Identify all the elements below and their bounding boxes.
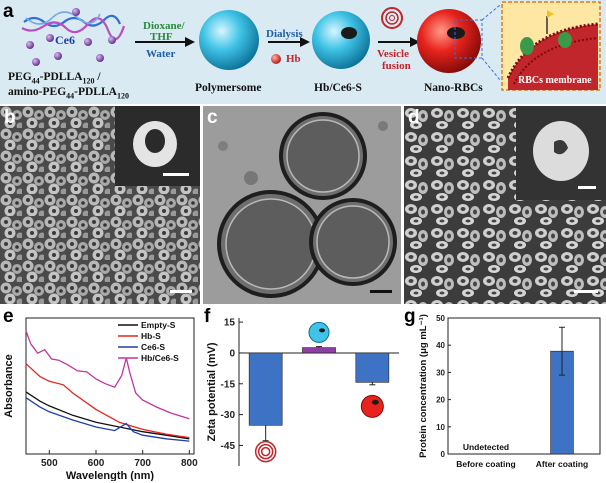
sem-image-polymersome [0, 106, 200, 304]
absorbance-chart: 500 600 700 800 Wavelength (nm) Absorbance Emp… [3, 317, 198, 481]
legend-label: Hb/Ce6-S [141, 353, 179, 363]
panel-label-f: f [204, 306, 211, 327]
y-tick-label: 20 [436, 396, 445, 405]
scale-bar [574, 290, 598, 293]
step2-hb-label: Hb [286, 53, 301, 65]
membrane-vesicle-icon [254, 440, 277, 463]
bar-data-label: Undetected [463, 442, 509, 452]
y-tick-label: -45 [221, 441, 236, 452]
y-tick-label: 40 [436, 341, 445, 350]
x-tick-label: 800 [181, 458, 198, 469]
step2-dialysis-label: Dialysis [266, 28, 303, 40]
y-axis-label: Absorbance [3, 354, 15, 418]
series-line-hb-ce6-s [25, 330, 190, 420]
scale-bar [370, 290, 392, 293]
sem-inset [516, 106, 606, 200]
y-tick-label: 30 [436, 368, 445, 377]
vesicle-ring [254, 440, 277, 463]
protein-concentration-chart: 0 10 20 30 40 50 Protein concentration (μg mL⁻… [418, 314, 601, 469]
y-tick-label: -30 [221, 410, 236, 421]
stage-nanorbc-label: Nano-RBCs [424, 82, 483, 94]
panel-label-a: a [3, 1, 14, 22]
nano-rbc-sphere-icon [417, 9, 481, 73]
ce6-label: Ce6 [55, 33, 75, 47]
legend-label: Ce6-S [141, 342, 165, 352]
x-tick-label: 500 [41, 458, 58, 469]
step1-water-label: Water [146, 48, 176, 60]
x-tick-label: 700 [134, 458, 151, 469]
membrane-vesicle-icon [381, 7, 403, 29]
step1-solvent-label: Dioxane/ [143, 20, 185, 32]
step1-solvent-label2: THF [150, 31, 173, 43]
vesicle-ring [257, 443, 274, 460]
series-line-hb-s [25, 363, 190, 439]
nano-rbc-icon [360, 394, 384, 418]
plot-frame [25, 317, 195, 455]
stage-polymersome-label: Polymersome [195, 82, 262, 94]
bar [248, 352, 283, 426]
y-axis-label: Zeta potential (mV) [206, 342, 218, 441]
y-axis-label: Protein concentration (μg mL⁻¹) [418, 314, 429, 458]
bar [355, 352, 390, 383]
polymer-name-line2: amino-PEG44-PDLLA120 [8, 86, 129, 101]
step3-label-line2: fusion [382, 60, 411, 72]
y-tick-label: 15 [224, 318, 236, 329]
zoom-indicator [454, 19, 483, 59]
inset-scale-bar [578, 186, 596, 189]
scale-bar [170, 290, 192, 293]
ce6-molecules-icon [26, 8, 116, 66]
y-tick-label: -15 [221, 379, 236, 390]
hb-molecule-icon [271, 54, 281, 64]
vesicle-ring [260, 446, 271, 457]
panel-label-c: c [207, 107, 218, 128]
sphere [308, 321, 330, 343]
polymersome-sphere-icon [199, 10, 259, 70]
x-category-label: Before coating [456, 459, 516, 469]
sem-inset [115, 106, 200, 186]
x-axis-label: Wavelength (nm) [66, 470, 155, 481]
polymer-chains-icon [21, 11, 126, 41]
arrow-right-icon [135, 37, 195, 47]
x-tick-label: 600 [88, 458, 105, 469]
inset-scale-bar [163, 173, 189, 176]
y-tick-label: 0 [229, 348, 235, 359]
cavity [371, 399, 379, 405]
panel-label-g: g [404, 306, 416, 327]
hb-ce6-vesicle-icon [312, 11, 370, 69]
arrow-right-icon [378, 37, 420, 47]
polymersome-icon [308, 321, 330, 343]
panel-label-b: b [4, 107, 16, 128]
series-line-empty-s [25, 391, 190, 440]
arrow-right-icon [268, 37, 310, 47]
series-line-ce6-s [25, 397, 190, 442]
membrane-label: RBCs membrane [518, 75, 592, 86]
y-tick-label: 10 [436, 423, 445, 432]
plot-frame [447, 317, 601, 455]
stage-hbce6-label: Hb/Ce6-S [314, 82, 362, 94]
sem-image-nanorbc [404, 106, 606, 304]
panel-label-d: d [408, 107, 420, 128]
scheme-graphics [21, 1, 601, 91]
legend-label: Empty-S [141, 320, 176, 330]
step3-label-line1: Vesicle [377, 48, 409, 60]
polymer-name-line1: PEG44-PDLLA120 / [8, 71, 101, 86]
tem-image-hbce6 [203, 106, 401, 304]
panel-label-e: e [3, 306, 14, 327]
membrane-inset [501, 1, 601, 91]
x-category-label: After coating [536, 459, 588, 469]
y-tick-label: 0 [441, 450, 446, 459]
legend-label: Hb-S [141, 331, 161, 341]
bar [302, 347, 336, 354]
y-tick-label: 50 [436, 314, 445, 323]
sphere [360, 394, 384, 418]
cavity [319, 328, 325, 333]
